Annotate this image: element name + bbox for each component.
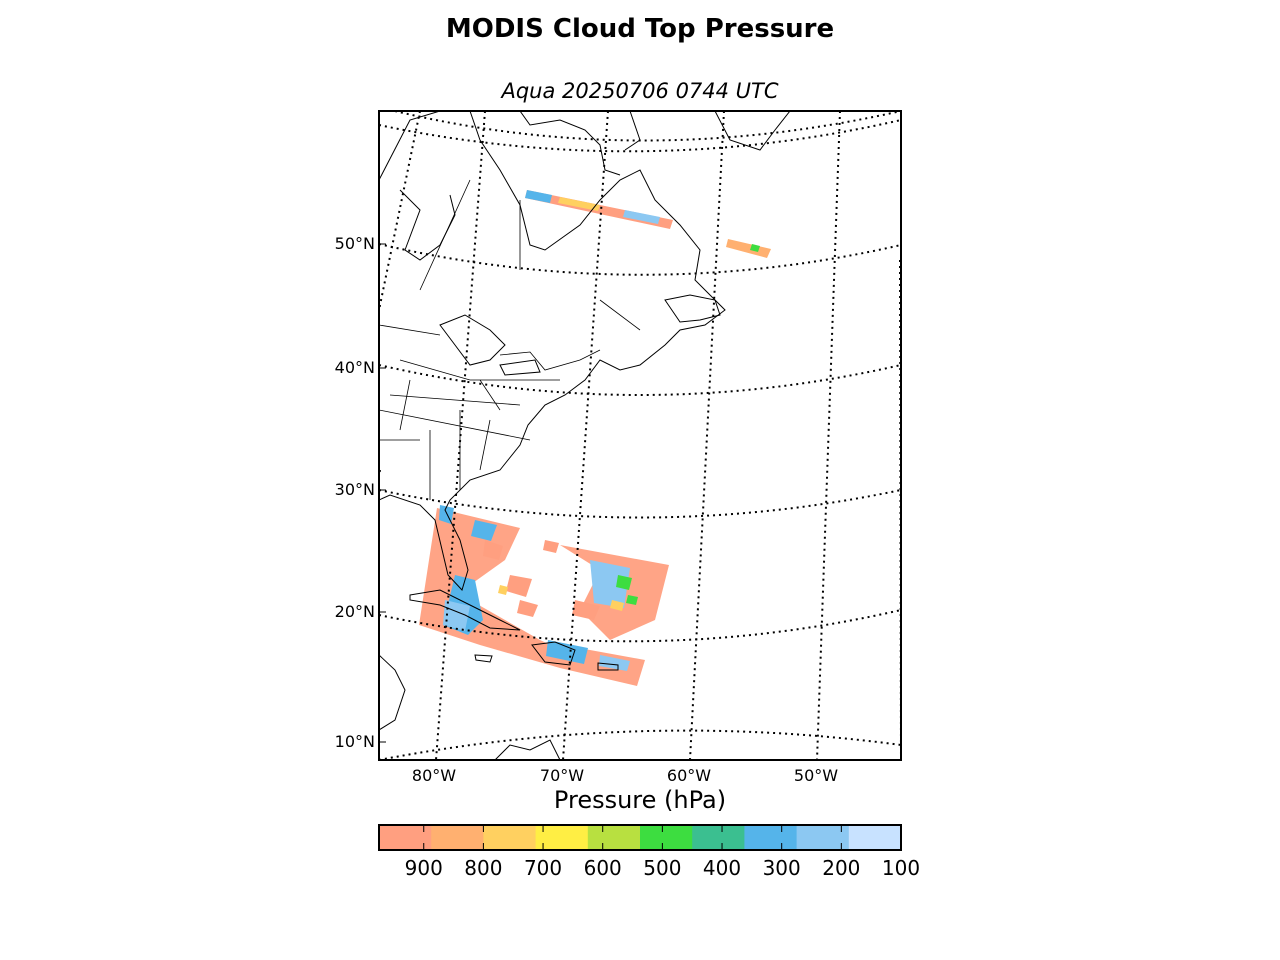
colorbar-tick-label: 600 [583,856,622,880]
colorbar-title: Pressure (hPa) [553,786,727,814]
lon-label-70w: 70°W [539,766,585,785]
colorbar-segment [535,825,589,850]
graticule-parallel [379,489,901,519]
colorbar [378,824,902,851]
hudson-bay [399,189,456,261]
graticule-parallel [394,111,901,142]
colorbar-segment [848,825,902,850]
graticule-meridian [435,111,486,760]
great-lakes [439,314,541,376]
coastline-puerto-rico [597,662,619,671]
coastline-newfoundland [664,294,721,323]
border-canada-us [379,324,601,371]
colorbar-segment [379,825,432,850]
cloud-pixels-mid [616,575,638,605]
graticule-meridian [816,111,841,760]
colorbar-segment [692,825,745,850]
cloud-swath-north-blue2 [623,210,660,224]
lat-label-20n: 20°N [334,602,375,621]
colorbar-frame [378,824,902,851]
colorbar-segment [431,825,484,850]
graticule-meridian [562,111,609,760]
cloud-swaths [419,190,771,686]
colorbar-tick-label: 500 [643,856,682,880]
cloud-swath-east [726,239,771,258]
graticule-meridian [689,111,725,760]
coastline-cuba [409,589,521,631]
colorbar-tick-label: 900 [404,856,443,880]
colorbar-segment [483,825,537,850]
coastline-north-america [379,111,726,591]
lat-label-30n: 30°N [334,480,375,499]
coastline-baffin [519,111,641,176]
graticule-parallel [379,609,901,643]
graticule-parallel [379,243,901,276]
colorbar-tick-label: 100 [881,856,921,880]
lat-label-10n: 10°N [334,732,375,751]
lat-label-40n: 40°N [334,358,375,377]
coastline-hispaniola [531,641,576,666]
cloud-pixels-high [439,505,588,664]
coastline-jamaica [474,654,493,663]
colorbar-segment [744,825,798,850]
coastline-south-america [494,739,561,760]
coastline-greenland [714,111,791,151]
graticule-parallel [379,364,901,396]
colorbar-segment [796,825,850,850]
figure-title: MODIS Cloud Top Pressure [445,14,835,44]
graticule-parallel [379,729,901,760]
political-borders [379,179,641,500]
graticule [379,111,901,760]
cloud-swath-north-blue [525,190,552,203]
colorbar-tick-label: 400 [702,856,742,880]
colorbar-segment [640,825,693,850]
cloud-swath-north-yellow [558,197,600,211]
coastline-gulf [379,654,406,731]
map-frame [378,110,902,761]
cloud-pixels-veryhigh [443,560,630,671]
graticule-meridian [379,111,421,311]
province-borders [419,179,641,331]
cloud-swath-east-green [750,244,760,252]
map-subtitle: Aqua 20250706 0744 UTC [501,79,779,103]
cloud-pixels-low [419,508,669,686]
colorbar-segment [587,825,641,850]
lon-label-60w: 60°W [666,766,712,785]
colorbar-tick-label: 200 [822,856,861,880]
colorbar-tick-label: 800 [464,856,503,880]
cloud-pixels-low-patches [483,540,600,620]
graticule-parallel [379,119,901,153]
colorbar-tick-label: 700 [523,856,563,880]
lon-label-80w: 80°W [411,766,457,785]
colorbar-tick-label: 300 [762,856,801,880]
lat-tick-marks [379,243,386,743]
state-borders [379,359,560,500]
lat-label-50n: 50°N [334,234,375,253]
lon-label-50w: 50°W [793,766,839,785]
